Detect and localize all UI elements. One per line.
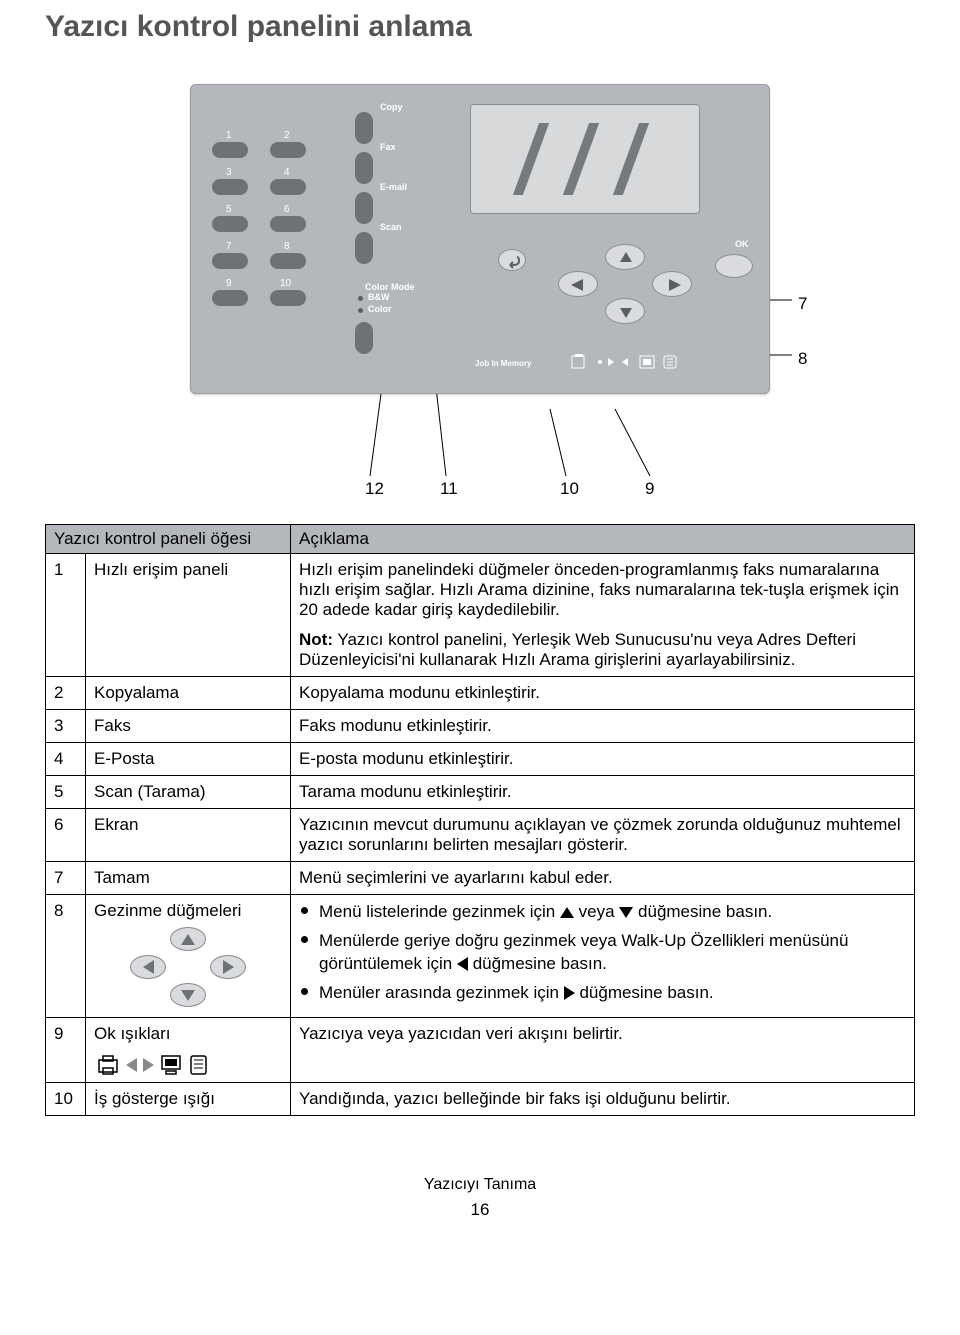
row-desc: Menü seçimlerini ve ayarlarını kabul ede… [291, 862, 915, 895]
page-title: Yazıcı kontrol panelini anlama [45, 10, 915, 44]
keypad-10-label: 10 [280, 278, 291, 289]
color-mode-title: Color Mode [365, 282, 415, 292]
row-item: Scan (Tarama) [86, 776, 291, 809]
footer-page-number: 16 [45, 1200, 915, 1220]
keypad-5-label: 5 [226, 204, 232, 215]
bullet-item: Menülerde geriye doğru gezinmek veya Wal… [301, 930, 906, 976]
row-number: 8 [46, 895, 86, 1018]
row-number: 4 [46, 743, 86, 776]
callout-11: 11 [440, 479, 458, 499]
arrow-left-grey-icon [126, 1058, 137, 1072]
bullet-item: Menü listelerinde gezinmek için veya düğ… [301, 901, 906, 924]
nav-diamond-illustration [128, 927, 248, 1007]
header-desc: Açıklama [291, 525, 915, 554]
callout-12: 12 [365, 479, 384, 499]
row-item: Gezinme düğmeleri [86, 895, 291, 1018]
printer-panel-illustration: 1 2 3 4 5 6 7 8 9 10 Copy Fax E-mail Sca… [190, 84, 770, 394]
row-item: Ekran [86, 809, 291, 862]
status-icons-row [570, 354, 690, 374]
keypad-8-label: 8 [284, 241, 290, 252]
arrow-down-icon [619, 907, 633, 918]
job-in-memory-label: Job In Memory [475, 359, 531, 368]
table-row: 7 Tamam Menü seçimlerini ve ayarlarını k… [46, 862, 915, 895]
control-panel-diagram: 1 2 3 4 5 6 7 8 12 11 10 9 1 2 3 4 5 [130, 84, 830, 504]
printer-icon [96, 1054, 120, 1076]
arrow-left-icon [457, 957, 468, 971]
arrow-up-icon [560, 907, 574, 918]
color-mode-bw: B&W [368, 292, 390, 302]
row-item: Hızlı erişim paneli [86, 554, 291, 677]
table-row: 2 Kopyalama Kopyalama modunu etkinleştir… [46, 677, 915, 710]
document-icon [188, 1054, 210, 1076]
callout-7: 7 [798, 294, 807, 314]
row-number: 1 [46, 554, 86, 677]
table-row: 5 Scan (Tarama) Tarama modunu etkinleşti… [46, 776, 915, 809]
table-row: 9 Ok ışıkları Yazıcıya veya yazıcıdan ve… [46, 1017, 915, 1082]
keypad-7-label: 7 [226, 241, 232, 252]
table-row: 1 Hızlı erişim paneli Hızlı erişim panel… [46, 554, 915, 677]
keypad-4-label: 4 [284, 167, 290, 178]
color-mode-color: Color [368, 304, 392, 314]
row-desc: Yazıcının mevcut durumunu açıklayan ve ç… [291, 809, 915, 862]
row-item: Kopyalama [86, 677, 291, 710]
page-footer: Yazıcıyı Tanıma 16 [45, 1176, 915, 1220]
row-desc: Menü listelerinde gezinmek için veya düğ… [291, 895, 915, 1018]
table-row: 8 Gezinme düğmeleri Menü listelerinde ge… [46, 895, 915, 1018]
row-item: Faks [86, 710, 291, 743]
callout-8: 8 [798, 349, 807, 369]
callout-10: 10 [560, 479, 579, 499]
lcd-screen [470, 104, 700, 214]
mode-fax-label: Fax [380, 142, 396, 152]
row-item: E-Posta [86, 743, 291, 776]
callout-9: 9 [645, 479, 654, 499]
row-desc: Kopyalama modunu etkinleştirir. [291, 677, 915, 710]
keypad-3-label: 3 [226, 167, 232, 178]
arrow-left-icon [143, 960, 154, 974]
nav-pad-illustration [550, 244, 700, 324]
control-panel-table: Yazıcı kontrol paneli öğesi Açıklama 1 H… [45, 524, 915, 1116]
row1-p2: Not: Yazıcı kontrol panelini, Yerleşik W… [299, 630, 906, 670]
row-item: İş gösterge ışığı [86, 1082, 291, 1115]
row-number: 5 [46, 776, 86, 809]
row-item: Ok ışıkları [86, 1017, 291, 1082]
mode-scan-label: Scan [380, 222, 402, 232]
footer-text: Yazıcıyı Tanıma [45, 1176, 915, 1194]
arrow-lights-icons [94, 1054, 282, 1076]
mode-email-label: E-mail [380, 182, 407, 192]
row-number: 9 [46, 1017, 86, 1082]
ok-label: OK [735, 239, 749, 249]
arrow-up-icon [181, 934, 195, 945]
row-item: Tamam [86, 862, 291, 895]
table-row: 10 İş gösterge ışığı Yandığında, yazıcı … [46, 1082, 915, 1115]
arrow-right-icon [223, 960, 234, 974]
back-button-illustration [498, 249, 526, 271]
row-desc: E-posta modunu etkinleştirir. [291, 743, 915, 776]
keypad-2-label: 2 [284, 130, 290, 141]
bullet-item: Menüler arasında gezinmek için düğmesine… [301, 982, 906, 1005]
row-number: 7 [46, 862, 86, 895]
computer-icon [160, 1054, 182, 1076]
arrow-right-icon [564, 986, 575, 1000]
row-desc: Yandığında, yazıcı belleğinde bir faks i… [291, 1082, 915, 1115]
table-row: 4 E-Posta E-posta modunu etkinleştirir. [46, 743, 915, 776]
row1-p1: Hızlı erişim panelindeki düğmeler öncede… [299, 560, 906, 620]
arrow-right-grey-icon [143, 1058, 154, 1072]
table-row: 6 Ekran Yazıcının mevcut durumunu açıkla… [46, 809, 915, 862]
row-desc: Yazıcıya veya yazıcıdan veri akışını bel… [291, 1017, 915, 1082]
row-number: 3 [46, 710, 86, 743]
keypad-9-label: 9 [226, 278, 232, 289]
row-desc: Hızlı erişim panelindeki düğmeler öncede… [291, 554, 915, 677]
row-number: 2 [46, 677, 86, 710]
row-number: 10 [46, 1082, 86, 1115]
keypad-1-label: 1 [226, 130, 232, 141]
keypad-6-label: 6 [284, 204, 290, 215]
ok-button-illustration [715, 254, 753, 278]
row-desc: Faks modunu etkinleştirir. [291, 710, 915, 743]
table-row: 3 Faks Faks modunu etkinleştirir. [46, 710, 915, 743]
mode-copy-label: Copy [380, 102, 403, 112]
arrow-down-icon [181, 990, 195, 1001]
row-number: 6 [46, 809, 86, 862]
header-item: Yazıcı kontrol paneli öğesi [46, 525, 291, 554]
row-desc: Tarama modunu etkinleştirir. [291, 776, 915, 809]
